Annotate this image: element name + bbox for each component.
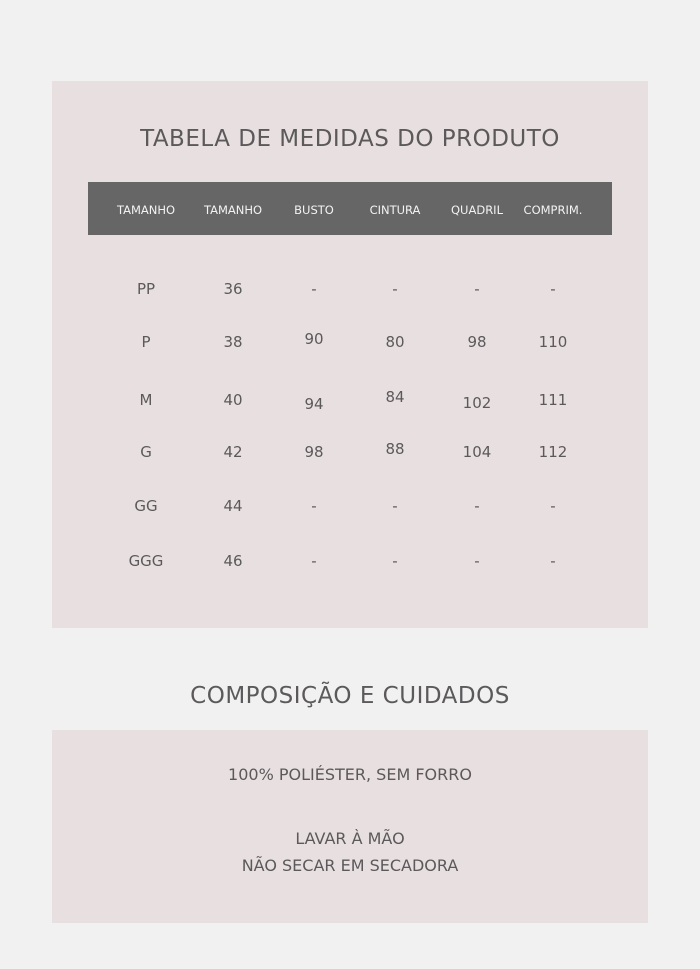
table-cell: - — [392, 552, 398, 570]
composition-text: 100% POLIÉSTER, SEM FORRO — [228, 765, 472, 784]
size-table-panel — [52, 81, 648, 628]
table-cell: GG — [134, 497, 158, 515]
table-cell: P — [141, 333, 151, 351]
table-cell: GGG — [128, 552, 164, 570]
table-cell: 90 — [304, 330, 324, 348]
care-instruction: NÃO SECAR EM SECADORA — [241, 856, 459, 875]
column-header: COMPRIM. — [523, 203, 583, 217]
table-cell: 98 — [304, 443, 324, 461]
table-cell: 104 — [462, 443, 492, 461]
column-header: TAMANHO — [203, 203, 263, 217]
table-cell: 110 — [538, 333, 568, 351]
care-instruction: LAVAR À MÃO — [295, 829, 405, 848]
table-cell: - — [311, 552, 317, 570]
table-cell: G — [140, 443, 152, 461]
column-header: TAMANHO — [116, 203, 176, 217]
table-cell: M — [139, 391, 153, 409]
table-cell: - — [392, 497, 398, 515]
care-title: COMPOSIÇÃO E CUIDADOS — [190, 683, 510, 709]
table-cell: 94 — [304, 395, 324, 413]
table-cell: - — [311, 280, 317, 298]
table-cell: - — [311, 497, 317, 515]
column-header: BUSTO — [294, 203, 334, 217]
table-cell: 98 — [467, 333, 487, 351]
table-cell: 42 — [223, 443, 243, 461]
column-header: CINTURA — [369, 203, 421, 217]
table-cell: - — [392, 280, 398, 298]
table-cell: 80 — [385, 333, 405, 351]
table-cell: - — [474, 552, 480, 570]
table-cell: 36 — [223, 280, 243, 298]
table-cell: 40 — [223, 391, 243, 409]
table-cell: 38 — [223, 333, 243, 351]
table-cell: 88 — [385, 440, 405, 458]
table-cell: - — [474, 280, 480, 298]
table-cell: 112 — [538, 443, 568, 461]
table-cell: PP — [136, 280, 156, 298]
table-cell: 102 — [462, 394, 492, 412]
table-cell: 84 — [385, 388, 405, 406]
table-cell: - — [550, 552, 556, 570]
column-header: QUADRIL — [451, 203, 503, 217]
care-panel — [52, 730, 648, 923]
table-cell: 46 — [223, 552, 243, 570]
table-cell: 111 — [538, 391, 568, 409]
table-cell: - — [550, 280, 556, 298]
size-table-title: TABELA DE MEDIDAS DO PRODUTO — [140, 126, 560, 152]
table-cell: - — [550, 497, 556, 515]
table-cell: - — [474, 497, 480, 515]
table-cell: 44 — [223, 497, 243, 515]
table-header-bar — [88, 182, 612, 235]
